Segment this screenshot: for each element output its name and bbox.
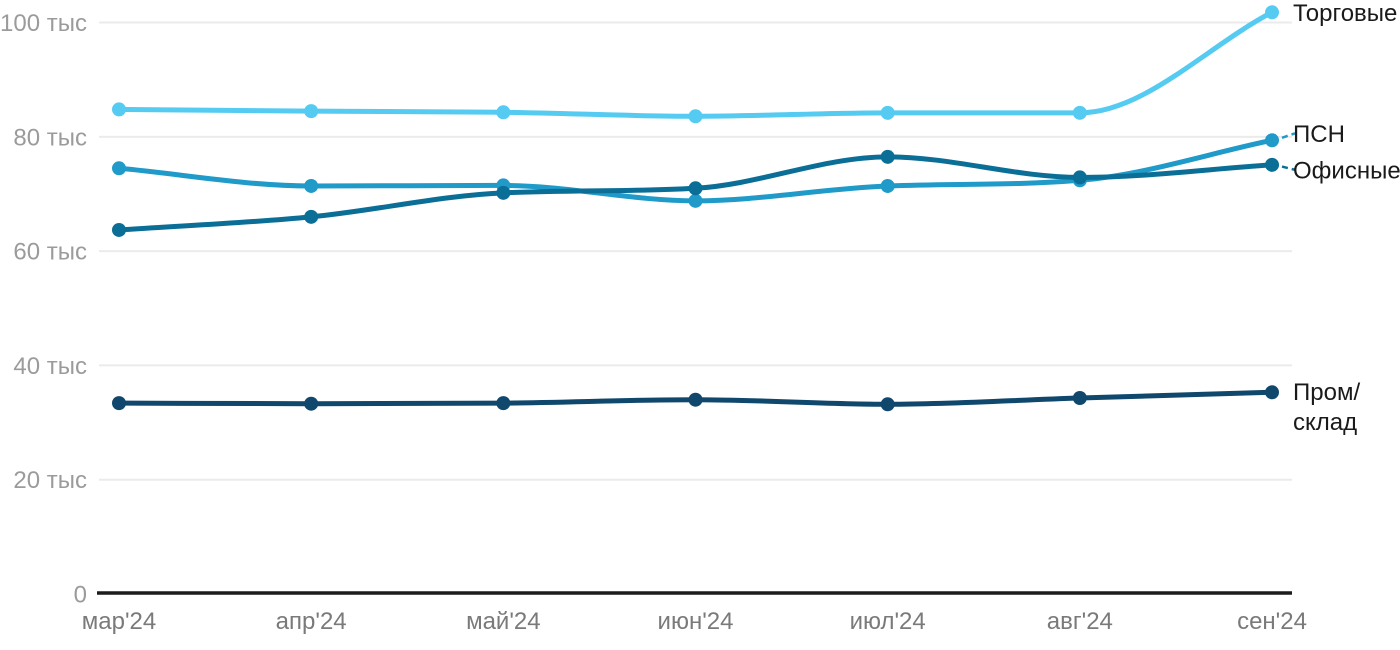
data-point-prom-sklad[interactable] — [880, 397, 895, 412]
x-axis-tick-label: июл'24 — [850, 608, 926, 635]
x-axis-tick-label: сен'24 — [1237, 608, 1307, 635]
label-leader-dash-ofisnye — [1281, 165, 1296, 172]
series-end-label-ofisnye: Офисные — [1293, 157, 1400, 184]
series-end-label-psn: ПСН — [1293, 121, 1345, 148]
y-axis-tick-label: 100 тыс — [0, 10, 87, 37]
data-point-prom-sklad[interactable] — [496, 396, 511, 411]
y-axis-tick-label: 60 тыс — [13, 239, 87, 266]
data-point-psn[interactable] — [112, 161, 126, 176]
data-point-ofisnye[interactable] — [880, 149, 895, 164]
series-end-label-prom-sklad: склад — [1293, 409, 1357, 436]
y-axis-tick-label: 20 тыс — [13, 467, 87, 494]
y-axis-tick-label: 0 — [74, 582, 87, 609]
label-leader-dash-psn — [1281, 132, 1296, 139]
series-end-label-prom-sklad: Пром/ — [1293, 379, 1360, 406]
data-point-torgovye[interactable] — [496, 105, 511, 120]
data-point-torgovye[interactable] — [880, 105, 895, 120]
data-point-torgovye[interactable] — [1072, 105, 1087, 120]
data-point-prom-sklad[interactable] — [1265, 385, 1280, 400]
data-point-torgovye[interactable] — [112, 102, 126, 117]
x-axis-tick-label: июн'24 — [658, 608, 734, 635]
data-point-prom-sklad[interactable] — [1072, 390, 1087, 405]
x-axis-tick-label: мар'24 — [82, 608, 156, 635]
y-axis-tick-label: 40 тыс — [13, 353, 87, 380]
data-point-torgovye[interactable] — [688, 109, 703, 124]
data-point-psn[interactable] — [688, 193, 703, 208]
data-point-ofisnye[interactable] — [304, 209, 319, 224]
data-point-psn[interactable] — [1265, 133, 1280, 148]
x-axis-tick-label: май'24 — [466, 608, 541, 635]
x-axis-tick-label: апр'24 — [276, 608, 347, 635]
data-point-prom-sklad[interactable] — [688, 392, 703, 407]
data-point-psn[interactable] — [880, 178, 895, 193]
data-point-prom-sklad[interactable] — [304, 396, 319, 411]
data-point-ofisnye[interactable] — [112, 222, 126, 237]
data-point-torgovye[interactable] — [304, 104, 319, 119]
x-axis-tick-label: авг'24 — [1047, 608, 1113, 635]
y-axis-tick-label: 80 тыс — [13, 124, 87, 151]
data-point-psn[interactable] — [304, 178, 319, 193]
data-point-prom-sklad[interactable] — [112, 396, 126, 411]
data-point-torgovye[interactable] — [1265, 5, 1280, 20]
series-end-label-torgovye: Торговые — [1293, 0, 1397, 27]
data-point-ofisnye[interactable] — [496, 185, 511, 200]
data-point-ofisnye[interactable] — [688, 181, 703, 196]
data-point-ofisnye[interactable] — [1072, 170, 1087, 185]
series-line-torgovye — [116, 9, 1275, 119]
data-point-ofisnye[interactable] — [1265, 157, 1280, 172]
